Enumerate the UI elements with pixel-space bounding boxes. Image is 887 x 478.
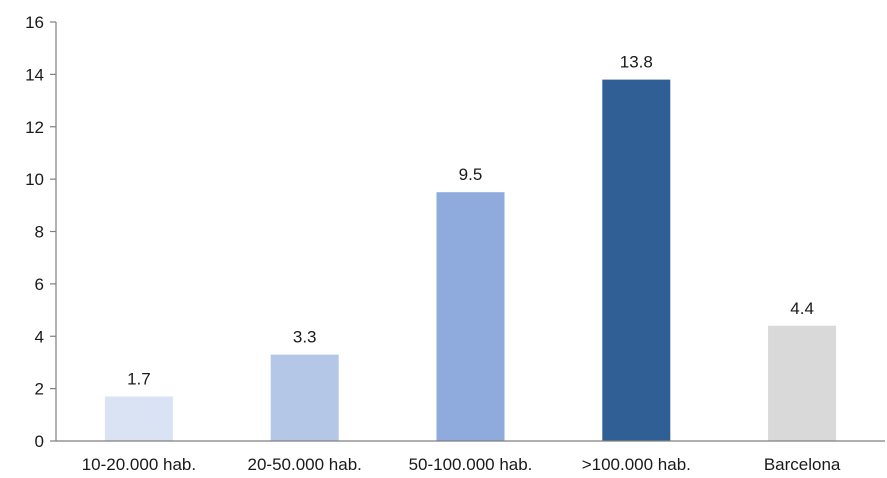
x-axis: 10-20.000 hab. 20-50.000 hab. 50-100.000 h…	[56, 440, 885, 474]
bar	[270, 354, 339, 441]
data-labels: 1.7 3.3 9.5 13.8 4.4	[127, 53, 814, 389]
x-category-label: 10-20.000 hab.	[82, 455, 196, 474]
bar	[602, 79, 671, 442]
y-axis: 0 2 4 6 8 10 12 14 16	[25, 13, 57, 451]
y-tick-label: 12	[25, 118, 44, 137]
x-category-label: 50-100.000 hab.	[409, 455, 533, 474]
x-category-label: 20-50.000 hab.	[248, 455, 362, 474]
bar	[768, 325, 837, 441]
data-label: 4.4	[790, 299, 814, 318]
x-category-label: Barcelona	[764, 455, 841, 474]
x-category-label: >100.000 hab.	[582, 455, 691, 474]
y-tick-label: 8	[35, 223, 44, 242]
y-tick-label: 4	[35, 327, 44, 346]
y-tick-label: 6	[35, 275, 44, 294]
bar	[436, 192, 505, 441]
data-label: 3.3	[293, 328, 317, 347]
data-label: 1.7	[127, 369, 151, 388]
bars	[104, 79, 837, 442]
data-label: 9.5	[459, 165, 483, 184]
y-tick-label: 10	[25, 170, 44, 189]
bar	[104, 396, 173, 441]
y-tick-label: 0	[35, 432, 44, 451]
y-tick-label: 16	[25, 13, 44, 32]
y-tick-label: 2	[35, 380, 44, 399]
data-label: 13.8	[620, 53, 653, 72]
y-tick-label: 14	[25, 65, 44, 84]
